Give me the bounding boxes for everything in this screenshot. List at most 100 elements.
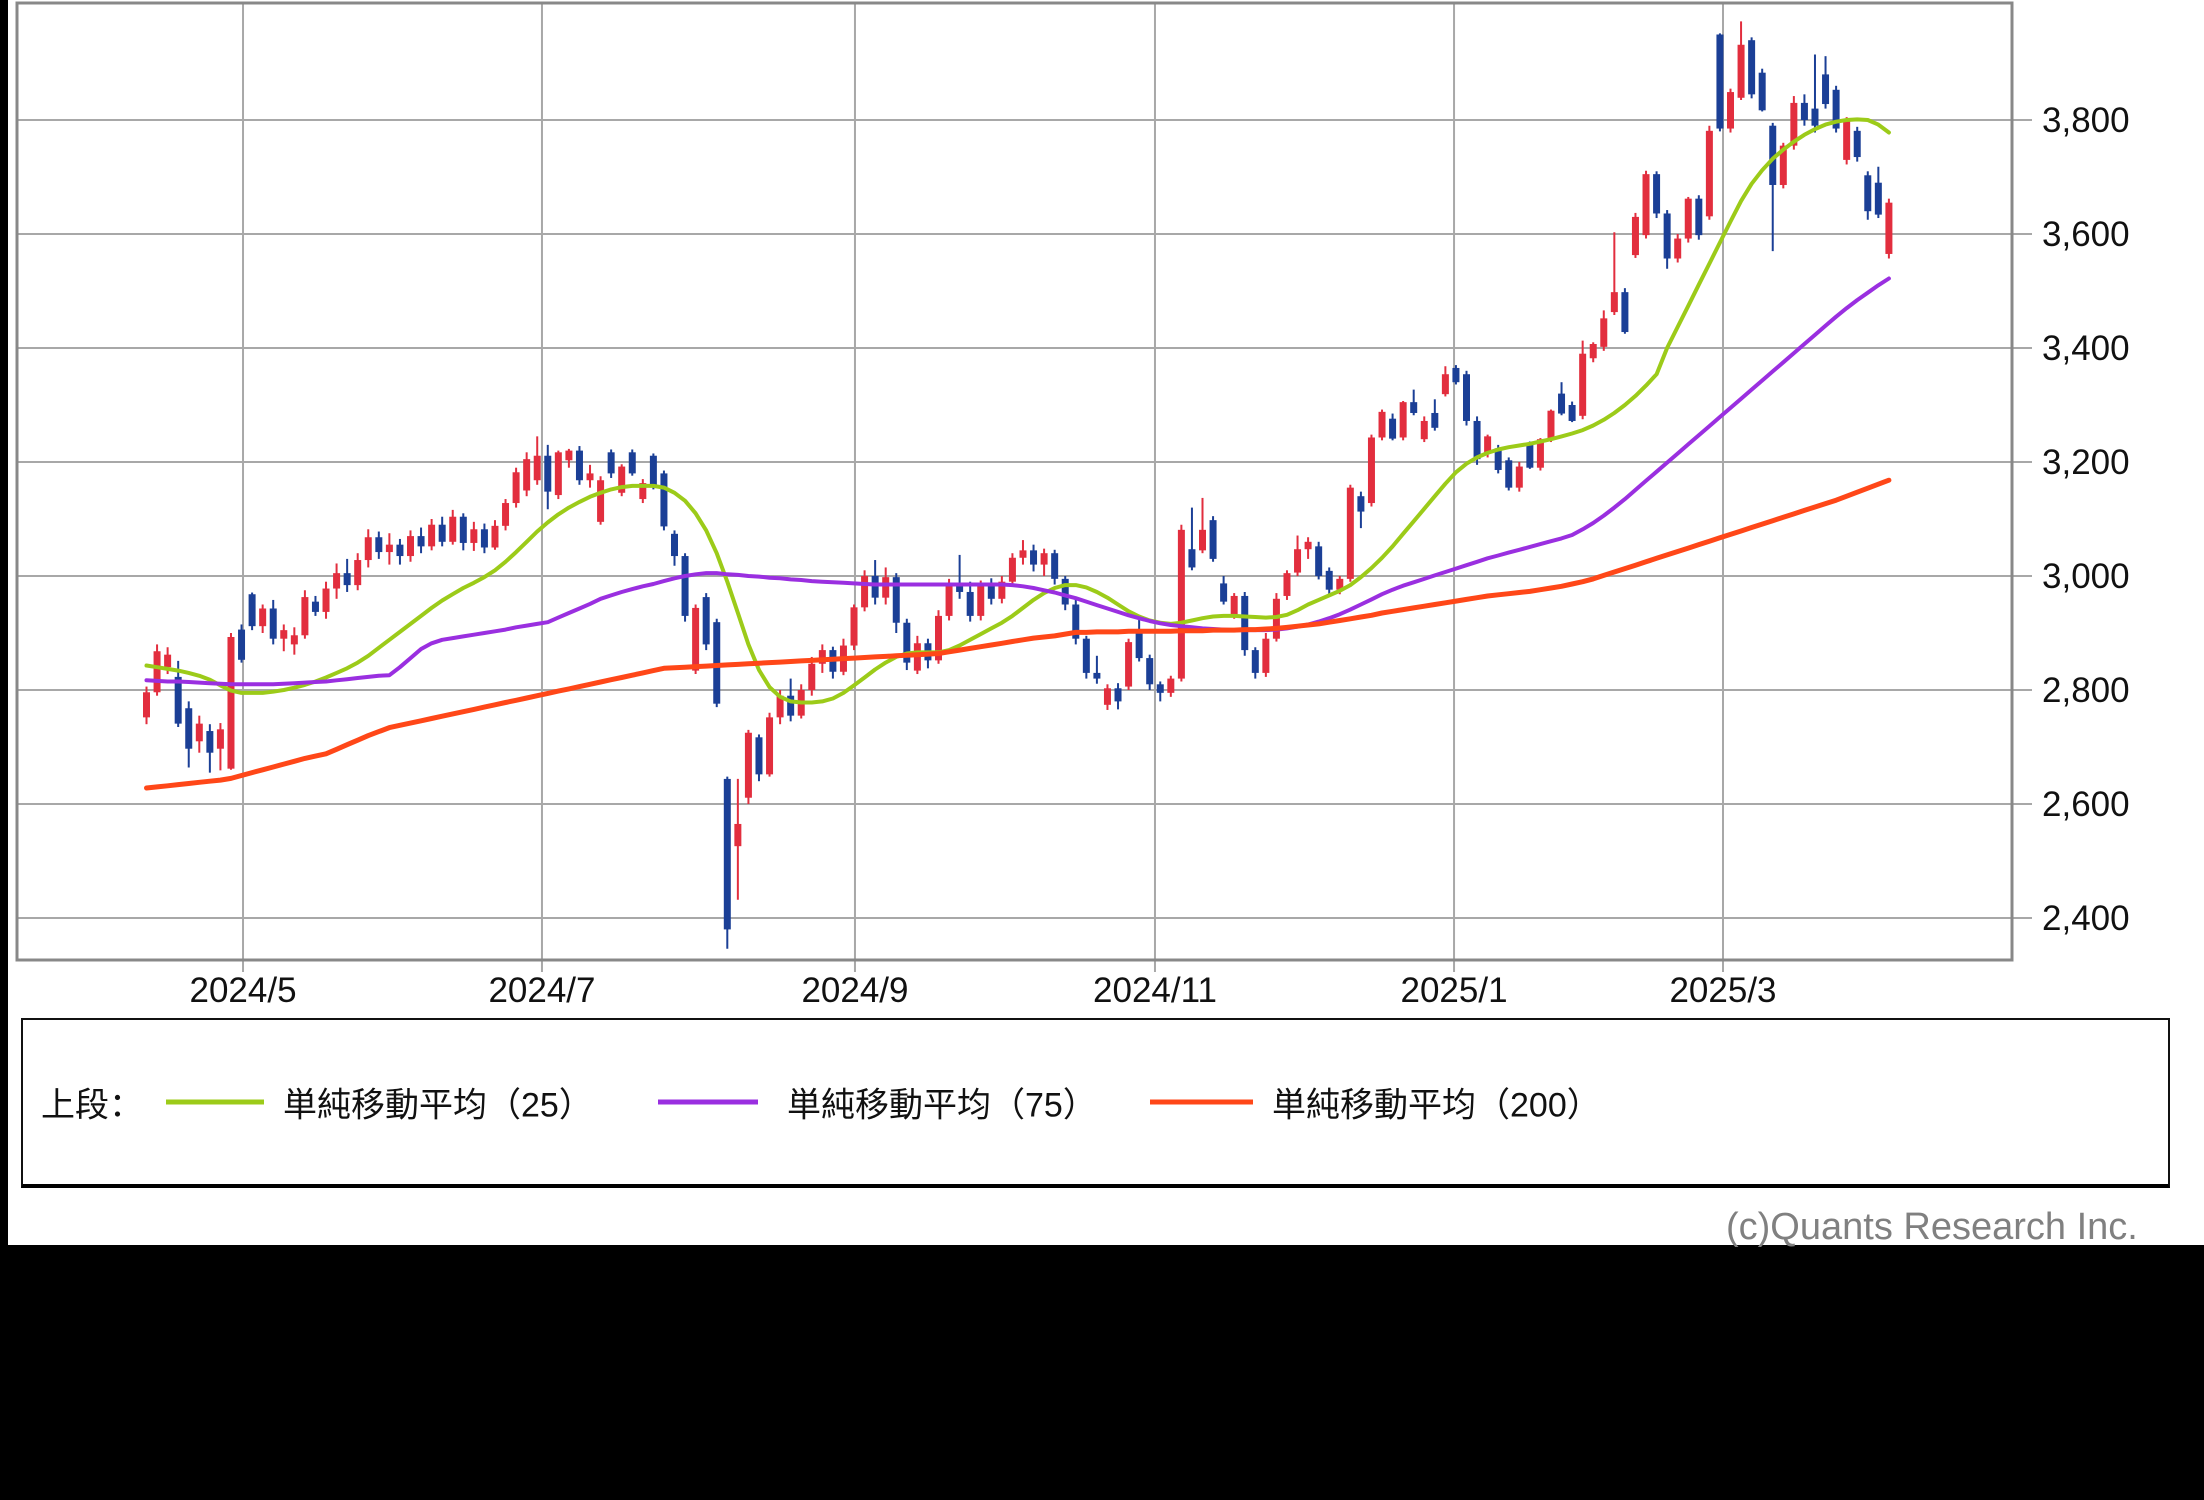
candle-body	[945, 584, 953, 616]
candle-body	[956, 584, 964, 592]
candle-body	[1431, 412, 1439, 428]
sma200-line	[144, 477, 1892, 791]
candle-body	[1294, 549, 1302, 573]
candle-body	[1505, 460, 1513, 488]
candle-body	[153, 651, 161, 693]
candle-body	[1663, 213, 1671, 259]
candle-body	[1072, 604, 1080, 639]
candle-body	[1304, 541, 1312, 550]
candle-body	[1473, 420, 1481, 460]
candle-body	[1843, 120, 1851, 160]
candle-body	[1727, 92, 1734, 129]
candle-body	[164, 654, 172, 668]
candle-body	[607, 452, 615, 474]
sma200-line-swatch	[1150, 1099, 1253, 1105]
candle-body	[1082, 638, 1090, 673]
sma25-line-swatch	[166, 1099, 264, 1105]
candle-body	[575, 450, 583, 481]
candle-body	[259, 608, 267, 627]
candle-body	[1463, 374, 1470, 421]
candle-body	[892, 577, 900, 623]
legend-label-sma200: 単純移動平均（200）	[1272, 1086, 1601, 1125]
candle-body	[322, 588, 330, 612]
candle-body	[1019, 550, 1027, 558]
candle-body	[1631, 216, 1639, 256]
y-axis-labels: 2,400 2,600 2,800 3,000 3,200 3,400 3,600 3,800	[2042, 101, 2130, 938]
candle-body	[1610, 292, 1618, 313]
candle-body	[639, 483, 647, 500]
sma25-line	[144, 117, 1891, 705]
candle-body	[449, 516, 457, 542]
candle-body	[660, 473, 668, 527]
candle-body	[987, 582, 995, 599]
candle-body	[649, 455, 657, 485]
legend-label-sma75: 単純移動平均（75）	[787, 1086, 1097, 1125]
x-tick-label: 2025/1	[1401, 971, 1508, 1010]
candle-body	[671, 533, 678, 557]
candle-body	[206, 731, 214, 753]
candle-body	[1135, 630, 1143, 659]
candle-body	[1441, 374, 1449, 395]
candle-body	[1325, 570, 1333, 590]
candle-body	[375, 537, 383, 553]
candle-body	[301, 597, 309, 636]
candle-body	[438, 524, 446, 542]
candle-body	[1716, 34, 1724, 129]
plot-border	[15, 1, 2014, 962]
candle-body	[628, 452, 636, 474]
candle-body	[544, 455, 552, 492]
candle-body	[1188, 549, 1196, 568]
candle-body	[1357, 496, 1365, 512]
y-tick-label: 3,000	[2042, 557, 2130, 596]
candle-body	[417, 536, 425, 547]
candles	[143, 21, 1893, 949]
candle-body	[1705, 130, 1713, 217]
x-tick-label: 2024/7	[488, 971, 595, 1010]
candle-body	[1008, 557, 1016, 582]
candle-body	[1737, 44, 1745, 98]
candle-body	[1378, 411, 1386, 438]
y-tick-label: 3,200	[2042, 443, 2130, 482]
candle-body	[1114, 688, 1122, 702]
candle-body	[1558, 393, 1566, 414]
candle-body	[174, 676, 182, 724]
candle-body	[1156, 684, 1164, 693]
candle-body	[882, 577, 890, 598]
candle-body	[1790, 102, 1798, 146]
candle-body	[1748, 40, 1756, 95]
candle-body	[185, 708, 193, 749]
candle-body	[1779, 145, 1787, 185]
candle-body	[1410, 402, 1418, 413]
candle-body	[1568, 405, 1576, 421]
candle-body	[1177, 529, 1185, 679]
candle-body	[1336, 578, 1344, 590]
candle-body	[1199, 529, 1206, 551]
y-tick-label: 3,600	[2042, 215, 2130, 254]
price-chart: 2,400 2,600 2,800 3,000 3,200 3,400 3,600 3,800…	[15, 1, 2130, 1010]
candle-body	[364, 537, 372, 561]
candle-body	[1758, 72, 1766, 111]
candle-body	[766, 717, 774, 775]
candle-body	[1209, 520, 1217, 559]
candle-body	[681, 556, 689, 616]
candle-body	[1800, 102, 1808, 120]
candle-body	[396, 544, 404, 557]
candle-body	[238, 629, 246, 660]
candle-body	[1579, 353, 1587, 416]
candle-body	[776, 695, 784, 718]
candle-body	[1684, 198, 1692, 239]
candle-body	[1125, 642, 1133, 687]
y-tick-label: 3,400	[2042, 329, 2130, 368]
candle-body	[269, 608, 277, 639]
candle-body	[491, 525, 499, 548]
candle-body	[1674, 238, 1682, 259]
candle-body	[1241, 595, 1249, 651]
candle-body	[861, 576, 869, 608]
candle-body	[311, 601, 319, 612]
x-axis-labels: 2024/5 2024/7 2024/9 2024/11 2025/1 2025/3	[189, 971, 1776, 1010]
candle-body	[385, 544, 393, 553]
candle-body	[1220, 583, 1228, 602]
candle-body	[1589, 344, 1597, 359]
candle-body	[1040, 553, 1048, 565]
candle-body	[808, 663, 816, 690]
